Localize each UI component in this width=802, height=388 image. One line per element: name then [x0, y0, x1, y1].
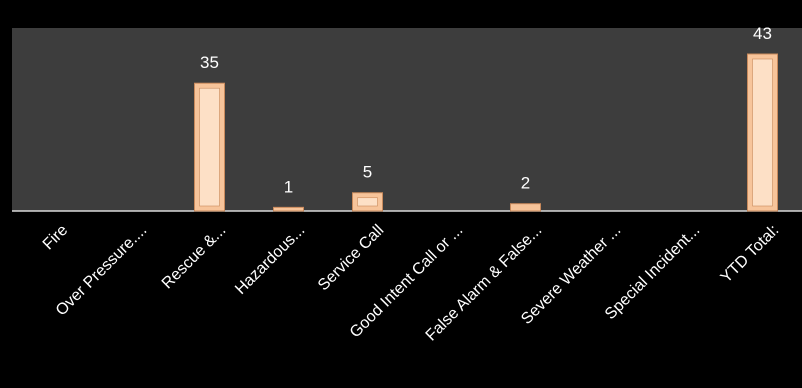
category-label-0: Fire: [40, 222, 72, 254]
data-label-4: 5: [363, 163, 372, 182]
bar-3: [273, 206, 304, 212]
data-label-6: 2: [521, 174, 530, 193]
bar-9-bevel: [752, 58, 773, 207]
bar-2-bevel: [199, 87, 220, 207]
category-label-4: Service Call: [315, 222, 387, 294]
bar-2: [194, 82, 225, 212]
bar-9: [747, 53, 778, 212]
bar-4-bevel: [357, 197, 378, 207]
data-labels-group: 35 1 5 2 43: [200, 24, 772, 196]
category-label-2: Rescue &...: [159, 222, 230, 293]
data-label-9: 43: [753, 24, 772, 43]
bar-4: [352, 192, 383, 212]
data-label-2: 35: [200, 53, 219, 72]
bar-6: [510, 203, 541, 212]
bar-3-body: [273, 206, 304, 212]
plot-area: [12, 28, 802, 211]
bar-6-body: [510, 203, 541, 212]
data-label-3: 1: [284, 177, 293, 196]
category-label-9: YTD Total:: [718, 222, 783, 287]
bars-group: [194, 53, 778, 212]
category-label-3: Hazardous...: [232, 222, 308, 298]
